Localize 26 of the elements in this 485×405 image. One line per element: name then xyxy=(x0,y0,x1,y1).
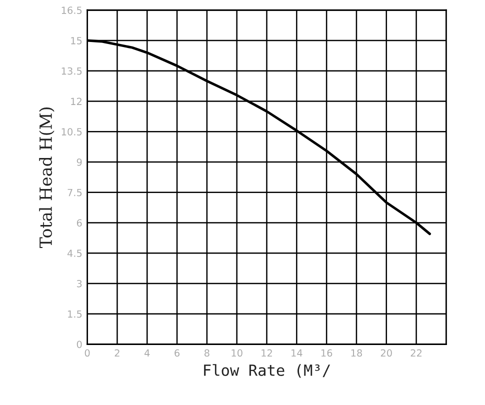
y-tick-label: 6 xyxy=(76,219,82,227)
x-tick-label: 16 xyxy=(321,349,332,357)
y-tick-label: 4.5 xyxy=(67,250,82,257)
x-tick-label: 22 xyxy=(410,349,422,356)
y-tick-label: 12 xyxy=(71,98,82,105)
x-tick-label: 4 xyxy=(144,349,150,356)
x-tick-label: 14 xyxy=(292,349,302,356)
x-tick-label: 18 xyxy=(351,349,362,357)
y-tick-label: 3 xyxy=(76,280,82,288)
y-tick-label: 10.5 xyxy=(62,128,82,136)
y-tick-label: 9 xyxy=(76,158,82,166)
y-tick-label: 15 xyxy=(71,37,82,44)
x-axis-title: Flow Rate (M³/ xyxy=(204,364,330,378)
y-tick-label: 1.5 xyxy=(68,310,82,318)
y-axis-title: Total Head H(M) xyxy=(39,107,54,248)
y-tick-label: 13.5 xyxy=(62,67,82,75)
y-tick-label: 16.5 xyxy=(62,6,82,14)
x-tick-label: 12 xyxy=(262,349,272,356)
x-tick-label: 10 xyxy=(232,349,242,357)
x-tick-label: 6 xyxy=(174,349,180,357)
y-tick-label: 7.5 xyxy=(68,188,82,196)
y-tick-label: 0 xyxy=(76,340,82,348)
x-tick-label: 8 xyxy=(204,349,210,357)
x-tick-label: 0 xyxy=(84,349,90,357)
x-tick-label: 20 xyxy=(380,349,392,357)
x-tick-label: 2 xyxy=(114,349,120,356)
